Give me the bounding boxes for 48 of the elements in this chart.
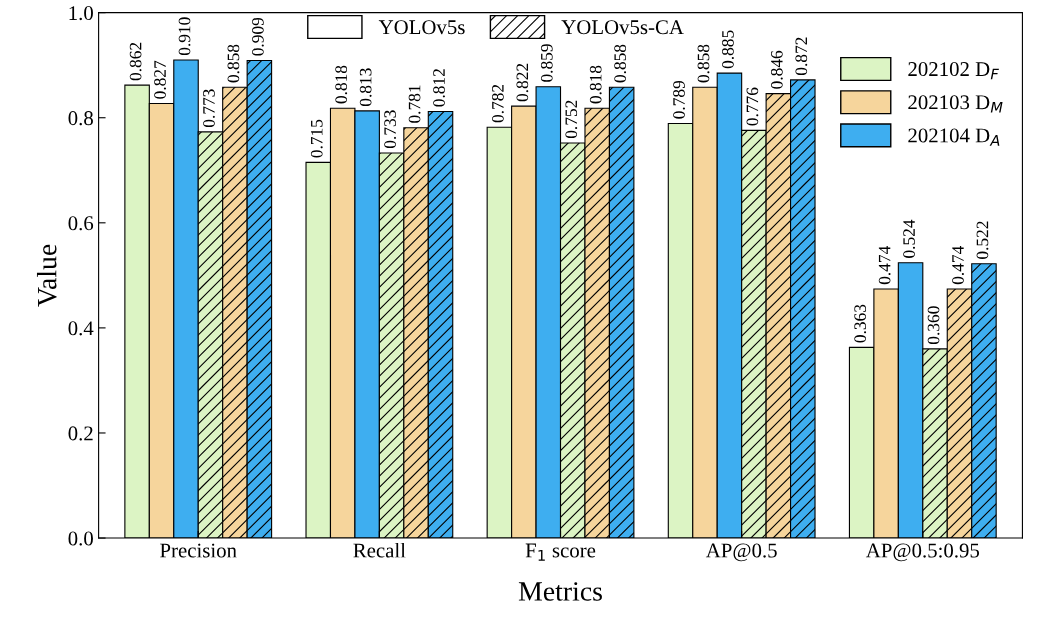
data-label: 0.859: [540, 44, 553, 82]
legend-label: 202102 D$_{F}$: [908, 62, 999, 80]
data-label: 0.813: [359, 68, 372, 107]
data-label: 0.522: [976, 221, 989, 259]
data-label: 0.910: [178, 17, 191, 56]
annotation: YOLOv5s: [378, 20, 465, 35]
data-label: 0.524: [903, 219, 915, 258]
data-label: 0.885: [722, 30, 734, 69]
data-label: 0.818: [335, 65, 348, 104]
y-tick-label: 0.4: [68, 321, 94, 336]
data-label: 0.733: [384, 110, 397, 149]
data-label: 0.363: [854, 304, 867, 343]
y-tick-label: 0.2: [68, 426, 93, 441]
x-tick-label: AP@0.5:0.95: [865, 543, 980, 562]
data-label: 0.776: [746, 87, 759, 126]
data-label: 0.827: [154, 60, 166, 99]
y-tick-label: 0.8: [68, 111, 93, 126]
data-label: 0.474: [952, 246, 964, 285]
data-label: 0.822: [516, 63, 529, 102]
data-label: 0.858: [697, 44, 710, 83]
x-tick-label: AP@0.5: [705, 543, 777, 562]
data-label: 0.781: [408, 85, 421, 123]
data-label: 0.752: [565, 100, 578, 139]
data-label: 0.862: [129, 42, 142, 81]
legend-label: 202103 D$_{M}$: [908, 95, 1003, 113]
x-tick-label: Recall: [353, 542, 406, 558]
data-label: 0.872: [795, 37, 808, 76]
data-label: 0.846: [770, 50, 783, 89]
data-label: 0.858: [227, 44, 240, 83]
data-label: 0.715: [310, 119, 323, 158]
x-tick-label: Precision: [160, 543, 237, 558]
y-tick-label: 1.0: [69, 6, 93, 21]
data-label: 0.789: [673, 80, 685, 119]
data-label: 0.812: [433, 69, 445, 107]
legend-label: 202104 D$_{A}$: [908, 128, 1000, 146]
y-axis-title: Value: [36, 244, 57, 307]
y-tick-label: 0.6: [68, 216, 94, 231]
data-label: 0.858: [614, 44, 627, 83]
x-tick-label: F$_{1}$ score: [525, 543, 596, 561]
data-label: 0.474: [878, 246, 891, 285]
data-label: 0.818: [589, 65, 602, 104]
annotation: YOLOv5s-CA: [561, 20, 684, 35]
data-label: 0.909: [252, 17, 264, 56]
y-tick-label: 0.0: [68, 531, 93, 546]
data-label: 0.773: [203, 89, 215, 128]
x-axis-title: Metrics: [518, 582, 602, 601]
data-label: 0.782: [492, 84, 504, 123]
data-label: 0.360: [927, 306, 940, 345]
